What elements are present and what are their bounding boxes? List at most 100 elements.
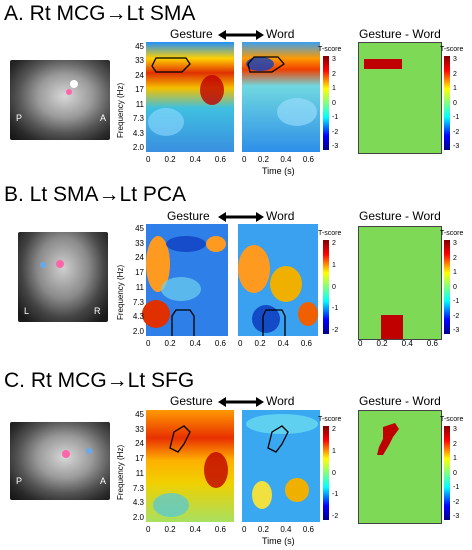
word-header: Word bbox=[266, 394, 295, 408]
cb-tick: -1 bbox=[332, 491, 339, 499]
diff-colorbar-label: T-score bbox=[440, 46, 464, 53]
x-axis-label-a: Time (s) bbox=[262, 166, 295, 176]
brain-image-coronal bbox=[18, 232, 108, 322]
y-tick: 4.3 bbox=[132, 498, 144, 508]
y-tick: 24 bbox=[135, 253, 144, 263]
y-tick: 45 bbox=[135, 410, 144, 419]
x-tick: 0.2 bbox=[164, 155, 176, 164]
y-axis-label: Frequency (Hz) bbox=[116, 444, 125, 500]
source-marker bbox=[56, 260, 64, 268]
heatmap-gesture-a bbox=[146, 42, 234, 152]
cb-tick: -2 bbox=[453, 498, 460, 506]
panel-a-title: A. Rt MCG→Lt SMA bbox=[4, 2, 196, 25]
word-header: Word bbox=[266, 27, 295, 41]
x-tick: 0.2 bbox=[257, 155, 269, 164]
y-tick: 11 bbox=[135, 282, 144, 292]
diff-header: Gesture - Word bbox=[359, 27, 441, 41]
cb-tick: 1 bbox=[332, 261, 336, 269]
diff-map-c bbox=[358, 410, 442, 524]
cb-tick: -1 bbox=[453, 484, 460, 491]
y-tick: 4.3 bbox=[132, 312, 144, 322]
y-tick: 33 bbox=[135, 56, 144, 66]
y-tick: 24 bbox=[135, 70, 144, 80]
cb-tick: 1 bbox=[453, 269, 457, 276]
y-tick: 2.0 bbox=[132, 142, 144, 152]
y-tick: 11 bbox=[135, 99, 144, 109]
significant-cluster bbox=[377, 423, 399, 455]
x-ticks-gesture-b: 0 0.2 0.4 0.6 bbox=[146, 339, 226, 348]
x-tick: 0 bbox=[242, 155, 247, 164]
x-tick: 0.4 bbox=[280, 155, 292, 164]
y-tick: 17 bbox=[135, 454, 144, 464]
cb-tick: 0 bbox=[453, 99, 457, 107]
cb-tick: -2 bbox=[332, 513, 339, 520]
cb-tick: 0 bbox=[453, 469, 457, 477]
y-tick: 4.3 bbox=[132, 128, 144, 138]
x-ticks-word-c: 0 0.2 0.4 0.6 bbox=[242, 525, 314, 534]
cb-tick: -3 bbox=[453, 513, 460, 520]
diff-colorbar-ticks-c: 3 2 1 0 -1 -2 -3 bbox=[453, 426, 459, 520]
x-axis-label-c: Time (s) bbox=[262, 536, 295, 546]
x-tick: 0 bbox=[238, 339, 243, 348]
y-ticks-c: 45 33 24 17 11 7.3 4.3 2.0 bbox=[126, 410, 144, 522]
brain-label-anterior: A bbox=[100, 113, 107, 123]
double-arrow-icon bbox=[218, 212, 264, 222]
y-tick: 45 bbox=[135, 224, 144, 233]
cb-tick: -2 bbox=[332, 128, 339, 136]
y-tick: 7.3 bbox=[132, 483, 144, 493]
y-ticks-a: 45 33 24 17 11 7.3 4.3 2.0 bbox=[126, 42, 144, 152]
brain-image-sagittal bbox=[10, 422, 110, 500]
gesture-header: Gesture bbox=[170, 394, 213, 408]
x-tick: 0.6 bbox=[302, 155, 314, 164]
y-ticks-b: 45 33 24 17 11 7.3 4.3 2.0 bbox=[126, 224, 144, 336]
cb-tick: 2 bbox=[332, 240, 336, 247]
cb-tick: -3 bbox=[453, 327, 460, 334]
y-axis-label: Frequency (Hz) bbox=[116, 82, 125, 138]
cb-tick: -2 bbox=[453, 312, 460, 320]
x-tick: 0.6 bbox=[426, 339, 438, 348]
x-tick: 0 bbox=[358, 339, 363, 348]
cb-tick: -2 bbox=[332, 327, 339, 334]
colorbar-ticks-a: 3 2 1 0 -1 -2 -3 bbox=[332, 56, 338, 150]
heatmap-gesture-b bbox=[142, 224, 228, 336]
cb-tick: -1 bbox=[332, 114, 339, 121]
x-tick: 0.6 bbox=[214, 339, 226, 348]
x-tick: 0.2 bbox=[164, 525, 176, 534]
target-marker bbox=[66, 89, 72, 95]
colorbar-label: T-score bbox=[318, 230, 342, 237]
brain-label-posterior: P bbox=[16, 113, 23, 123]
y-axis-label: Frequency (Hz) bbox=[116, 264, 125, 320]
cb-tick: 0 bbox=[453, 283, 457, 291]
panel-c-title: C. Rt MCG→Lt SFG bbox=[4, 369, 195, 392]
heatmap-word-c bbox=[242, 410, 320, 522]
brain-label-anterior: A bbox=[100, 476, 107, 486]
cb-tick: -1 bbox=[332, 305, 339, 313]
colorbar-b bbox=[323, 240, 329, 334]
brain-image-sagittal bbox=[10, 60, 110, 140]
double-arrow-icon bbox=[218, 30, 264, 40]
cb-tick: 0 bbox=[332, 469, 336, 477]
y-tick: 33 bbox=[135, 238, 144, 248]
cb-tick: -3 bbox=[332, 143, 339, 150]
cb-tick: 2 bbox=[332, 426, 336, 433]
cb-tick: 2 bbox=[453, 254, 457, 262]
diff-colorbar-a bbox=[444, 56, 450, 150]
source-marker bbox=[70, 80, 78, 88]
x-ticks-word-b: 0 0.2 0.4 0.6 bbox=[238, 339, 312, 348]
y-tick: 2.0 bbox=[132, 326, 144, 336]
colorbar-label: T-score bbox=[318, 46, 342, 53]
diff-colorbar-c bbox=[444, 426, 450, 520]
diff-colorbar-ticks-b: 3 2 1 0 -1 -2 -3 bbox=[453, 240, 459, 334]
diff-map-a bbox=[358, 42, 442, 154]
significant-cluster bbox=[381, 315, 403, 339]
x-tick: 0 bbox=[146, 525, 151, 534]
x-tick: 0.6 bbox=[302, 525, 314, 534]
x-ticks-gesture-c: 0 0.2 0.4 0.6 bbox=[146, 525, 226, 534]
y-tick: 7.3 bbox=[132, 297, 144, 307]
colorbar-label: T-score bbox=[318, 416, 342, 423]
x-ticks-gesture-a: 0 0.2 0.4 0.6 bbox=[146, 155, 226, 164]
x-tick: 0.2 bbox=[257, 525, 269, 534]
y-tick: 11 bbox=[135, 468, 144, 478]
y-tick: 24 bbox=[135, 439, 144, 449]
x-tick: 0.4 bbox=[401, 339, 413, 348]
